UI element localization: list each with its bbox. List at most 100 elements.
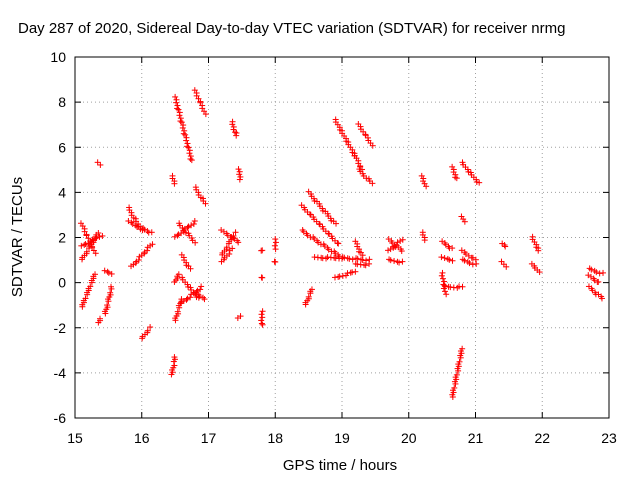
x-tick-label: 23 xyxy=(601,430,617,446)
data-point xyxy=(236,176,243,183)
data-point xyxy=(171,233,178,240)
data-point xyxy=(149,241,156,248)
data-point xyxy=(175,106,182,113)
data-point xyxy=(183,296,190,303)
data-point xyxy=(174,232,181,239)
data-point xyxy=(232,229,239,236)
data-point xyxy=(171,180,178,187)
data-point xyxy=(82,295,89,302)
data-point xyxy=(305,293,312,300)
data-point xyxy=(501,242,508,249)
data-point xyxy=(333,220,340,227)
data-point xyxy=(140,225,147,232)
data-point xyxy=(187,294,194,301)
data-point xyxy=(87,283,94,290)
data-point xyxy=(187,155,194,162)
y-tick-label: -4 xyxy=(54,365,67,381)
data-point xyxy=(144,228,151,235)
x-tick-label: 16 xyxy=(134,430,150,446)
data-point xyxy=(94,159,101,166)
data-point xyxy=(92,250,99,257)
data-point xyxy=(385,247,392,254)
data-point xyxy=(202,111,209,118)
data-point xyxy=(192,239,199,246)
x-tick-label: 15 xyxy=(67,430,83,446)
data-point xyxy=(316,220,323,227)
x-tick-labels: 15 16 17 18 19 20 21 22 23 xyxy=(67,430,617,446)
data-point xyxy=(92,271,99,278)
data-point xyxy=(502,243,509,250)
data-point xyxy=(398,248,405,255)
data-point xyxy=(258,320,265,327)
data-point xyxy=(323,255,330,262)
data-point xyxy=(391,243,398,250)
data-point xyxy=(178,119,185,126)
data-point xyxy=(236,171,243,178)
y-tick-label: -2 xyxy=(54,320,67,336)
data-point xyxy=(171,362,178,369)
data-point xyxy=(190,220,197,227)
x-tick-label: 19 xyxy=(334,430,350,446)
y-tick-label: 8 xyxy=(58,94,66,110)
data-point xyxy=(272,258,279,265)
data-point xyxy=(418,172,425,179)
data-point xyxy=(137,223,144,230)
data-point xyxy=(236,168,243,175)
data-point xyxy=(129,220,136,227)
data-point xyxy=(421,180,428,187)
data-point xyxy=(202,200,209,207)
data-point xyxy=(187,265,194,272)
data-point xyxy=(83,248,90,255)
data-point xyxy=(439,275,446,282)
data-point xyxy=(230,126,237,133)
data-point xyxy=(461,257,468,264)
data-point xyxy=(186,150,193,157)
data-point xyxy=(259,321,266,328)
data-point xyxy=(237,173,244,180)
chart-title: Day 287 of 2020, Sidereal Day-to-day VTE… xyxy=(18,20,565,37)
data-point xyxy=(503,263,510,270)
data-point xyxy=(272,236,279,243)
data-point xyxy=(362,262,369,269)
data-point xyxy=(397,238,404,245)
data-point xyxy=(229,121,236,128)
data-point xyxy=(359,252,366,259)
data-point xyxy=(81,241,88,248)
data-point xyxy=(184,143,191,150)
data-point xyxy=(201,296,208,303)
data-point xyxy=(180,298,187,305)
y-tick-label: 4 xyxy=(58,184,66,200)
grid xyxy=(74,56,610,419)
data-point xyxy=(396,259,403,266)
data-point xyxy=(325,230,332,237)
data-point xyxy=(128,219,135,226)
data-point xyxy=(259,314,266,321)
data-point xyxy=(195,291,202,298)
data-point xyxy=(104,302,111,309)
data-point xyxy=(394,239,401,246)
data-point xyxy=(235,239,242,246)
data-point xyxy=(97,161,104,168)
data-point xyxy=(259,308,266,315)
x-tick-label: 22 xyxy=(534,430,550,446)
data-point xyxy=(171,354,178,361)
data-point xyxy=(387,246,394,253)
data-point xyxy=(459,345,466,352)
data-point xyxy=(598,295,605,302)
data-point xyxy=(588,266,595,273)
data-point xyxy=(476,179,483,186)
data-point xyxy=(85,240,92,247)
data-point xyxy=(391,257,398,264)
x-tick-label: 20 xyxy=(401,430,417,446)
data-point xyxy=(259,274,266,281)
data-point xyxy=(271,242,278,249)
data-point xyxy=(197,286,204,293)
data-point xyxy=(536,269,543,276)
data-point xyxy=(191,218,198,225)
y-tick-label: 2 xyxy=(58,230,66,246)
data-point xyxy=(174,308,181,315)
data-point xyxy=(108,283,115,290)
data-point xyxy=(96,233,103,240)
data-point xyxy=(101,267,108,274)
data-point xyxy=(456,358,463,365)
